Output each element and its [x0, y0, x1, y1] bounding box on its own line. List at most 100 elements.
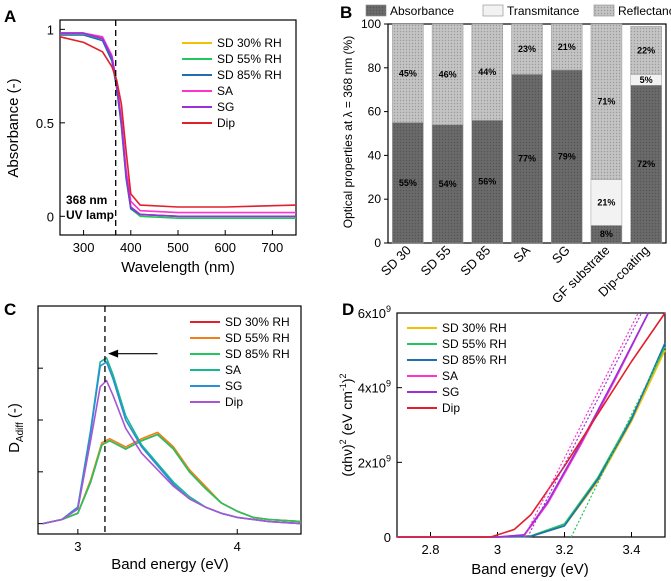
- annotation-uv-lamp: UV lamp: [66, 208, 114, 222]
- bar-reflectance-sa: [511, 23, 543, 75]
- legend-label-c-sa: SA: [225, 363, 241, 377]
- legend-label-a-sg: SG: [217, 100, 234, 114]
- x-tick-label-c: 3: [74, 539, 81, 554]
- legend-b: Absorbance Transmitance Reflectance: [365, 4, 671, 18]
- y-tick-label-d: 4x109: [358, 379, 391, 396]
- y-tick-label-b: 20: [368, 192, 382, 206]
- legend-label-d-sg: SG: [442, 385, 459, 399]
- panel-label-d: D: [342, 300, 354, 319]
- bar-value-label: 46%: [439, 69, 457, 79]
- y-tick-label-b: 100: [361, 17, 381, 31]
- panel-b: B Absorbance Transmitance Reflectance 55% 0…: [340, 3, 671, 306]
- legend-a: SD 30% RH SD 55% RH SD 85% RH SA SG Dip: [182, 36, 282, 130]
- x-tick-label-d: 3.4: [622, 542, 640, 557]
- panel-a: A 300 400 500 600 700 0 0.5 1 368 nm UV lamp SD…: [4, 7, 297, 276]
- bar-reflectance-sd-30: [392, 23, 424, 123]
- legend-label-c-sd-30-rh: SD 30% RH: [225, 315, 290, 329]
- y-tick-label-b: 40: [368, 148, 382, 162]
- shift-arrow: [108, 349, 158, 358]
- legend-label-d-dip: Dip: [442, 401, 460, 415]
- bar-reflectance-dip-coating: [630, 25, 662, 75]
- legend-label-b-transmitance: Transmitance: [507, 4, 580, 18]
- bar-absorbance-sg: [550, 69, 583, 244]
- y-tick-label-d: 0: [384, 530, 391, 545]
- bar-value-label: 77%: [518, 154, 536, 164]
- bar-reflectance-sg: [550, 23, 583, 71]
- tangent-line-1: [523, 312, 639, 538]
- legend-label-d-sa: SA: [442, 369, 458, 383]
- y-tick-label-a: 0.5: [36, 116, 54, 131]
- legend-c: SD 30% RH SD 55% RH SD 85% RH SA SG Dip: [190, 315, 290, 409]
- y-axis-label-c: DAdiff (-): [6, 403, 26, 453]
- y-tick-label-b: 0: [374, 236, 381, 250]
- legend-d: SD 30% RH SD 55% RH SD 85% RH SA SG Dip: [407, 321, 507, 415]
- category-label-sa: SA: [510, 242, 533, 265]
- series-line-d-sg: [397, 312, 650, 538]
- series-line-c-sa: [42, 356, 302, 525]
- bar-value-label: 45%: [399, 68, 417, 78]
- panel-label-c: C: [4, 300, 16, 319]
- series-line-c-sg: [42, 361, 302, 525]
- series-line-c-sd-55-rh: [42, 431, 302, 525]
- bar-value-label: 44%: [478, 67, 496, 77]
- legend-label-c-sd-85-rh: SD 85% RH: [225, 347, 290, 361]
- x-tick-label-a: 300: [73, 240, 95, 255]
- legend-label-a-sd-55-rh: SD 55% RH: [217, 52, 282, 66]
- svg-text:DAdiff (-): DAdiff (-): [6, 403, 26, 453]
- bar-absorbance-sd-30: [392, 122, 424, 244]
- y-axis-label-d: (αhν)2 (eV cm-1)2: [338, 373, 355, 476]
- annotation-368nm: 368 nm: [66, 193, 107, 207]
- panel-label-a: A: [4, 7, 16, 26]
- bar-reflectance-sd-85: [471, 23, 504, 121]
- arrow-head: [108, 349, 119, 358]
- x-tick-label-d: 3: [494, 542, 501, 557]
- series-line-d-sa: [397, 312, 650, 538]
- legend-label-a-dip: Dip: [217, 116, 235, 130]
- y-tick-label-b: 80: [368, 61, 382, 75]
- x-axis-label-d: Band energy (eV): [471, 561, 589, 578]
- tangent-line-0: [570, 346, 666, 538]
- x-tick-label-d: 3.2: [555, 542, 573, 557]
- y-tick-label-a: 0: [47, 209, 54, 224]
- series-line-a-sg: [60, 32, 296, 218]
- legend-label-c-sg: SG: [225, 379, 242, 393]
- series-line-d-sd-55-rh: [397, 346, 666, 538]
- legend-label-d-sd-85-rh: SD 85% RH: [442, 353, 507, 367]
- series-line-c-sd-85-rh: [42, 433, 302, 525]
- bar-absorbance-sa: [511, 74, 543, 244]
- bar-reflectance-sd-55: [431, 23, 464, 125]
- legend-label-c-sd-55-rh: SD 55% RH: [225, 331, 290, 345]
- x-tick-label-d: 2.8: [421, 542, 439, 557]
- bar-value-label: 56%: [478, 177, 496, 187]
- bar-value-label: 21%: [558, 42, 576, 52]
- series-line-a-dip: [59, 36, 297, 208]
- legend-label-b-absorbance: Absorbance: [390, 4, 454, 18]
- svg-text:(αhν)2 (eV cm-1)2: (αhν)2 (eV cm-1)2: [338, 373, 355, 476]
- legend-label-b-reflectance: Reflectance: [618, 4, 671, 18]
- category-label-sg: SG: [549, 243, 573, 267]
- bar-value-label: 22%: [637, 45, 655, 55]
- y-axis-label-a: Absorbance (-): [5, 78, 22, 177]
- bar-reflectance-gf-substrate: [590, 23, 623, 180]
- legend-label-a-sd-85-rh: SD 85% RH: [217, 68, 282, 82]
- tangent-line-2: [527, 312, 643, 538]
- panel-label-b: B: [340, 3, 352, 22]
- x-tick-label-a: 500: [167, 240, 189, 255]
- y-tick-label-d: 6x109: [358, 304, 391, 321]
- bar-value-label: 5%: [640, 75, 653, 85]
- bar-value-label: 71%: [597, 97, 615, 107]
- legend-label-d-sd-30-rh: SD 30% RH: [442, 321, 507, 335]
- y-tick-label-d: 2x109: [358, 453, 391, 470]
- category-label-sd-85: SD 85: [457, 243, 493, 279]
- bar-value-label: 21%: [597, 197, 615, 207]
- y-axis-label-b: Optical properties at λ = 368 nm (%): [341, 36, 355, 228]
- category-label-sd-30: SD 30: [378, 243, 414, 279]
- series-line-d-sd-30-rh: [397, 349, 666, 538]
- y-tick-label-b: 60: [368, 105, 382, 119]
- legend-label-d-sd-55-rh: SD 55% RH: [442, 337, 507, 351]
- legend-label-a-sa: SA: [217, 84, 233, 98]
- legend-swatch-b-absorbance: [365, 4, 387, 17]
